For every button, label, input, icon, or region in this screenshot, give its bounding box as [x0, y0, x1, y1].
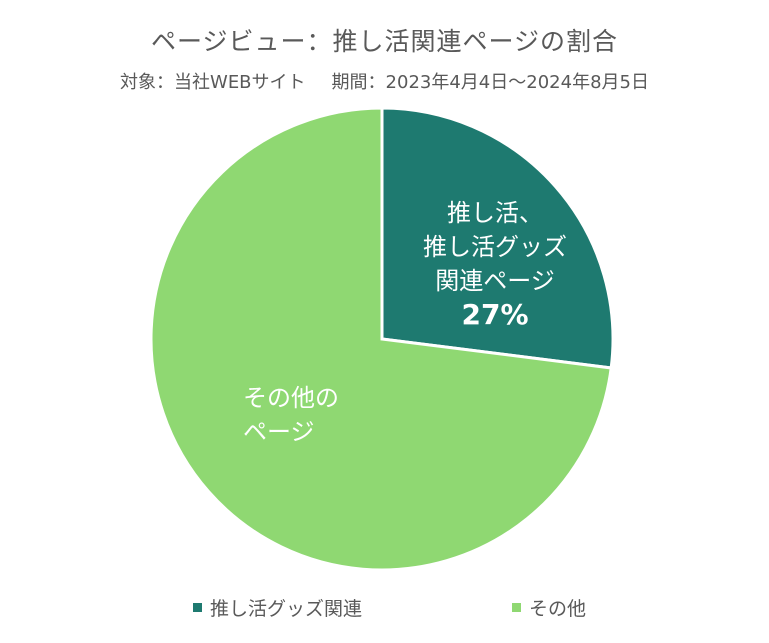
pie-slice-other — [149, 106, 613, 572]
legend-item-other: その他 — [512, 594, 586, 621]
slice-label-other-line-1: その他の — [243, 384, 339, 412]
slice-value-oshi-katsu: 27% — [461, 298, 529, 331]
chart-subtitle: 対象：当社WEBサイト 期間：2023年4月4日～2024年8月5日 — [0, 68, 769, 94]
subtitle-period: 期間：2023年4月4日～2024年8月5日 — [331, 72, 649, 93]
legend-item-oshi-katsu: 推し活グッズ関連 — [193, 594, 362, 621]
subtitle-target: 対象：当社WEBサイト — [120, 72, 306, 93]
slice-label-other: その他の ページ — [243, 381, 339, 449]
legend-label-other: その他 — [529, 598, 587, 620]
legend-swatch-other — [512, 603, 521, 612]
slice-label-other-line-2: ページ — [243, 418, 315, 446]
chart-title: ページビュー：推し活関連ページの割合 — [150, 27, 618, 56]
slice-label-oshi-katsu: 推し活、 推し活グッズ 関連ページ 27% — [395, 196, 595, 332]
slice-label-oshi-line-1: 推し活、 — [447, 199, 543, 227]
legend-label-oshi-katsu: 推し活グッズ関連 — [210, 598, 363, 620]
pie-slice-oshi-katsu — [380, 106, 615, 370]
slice-label-oshi-line-2: 推し活グッズ — [423, 233, 567, 261]
legend-swatch-oshi-katsu — [193, 603, 202, 612]
slice-label-oshi-line-3: 関連ページ — [435, 267, 555, 295]
